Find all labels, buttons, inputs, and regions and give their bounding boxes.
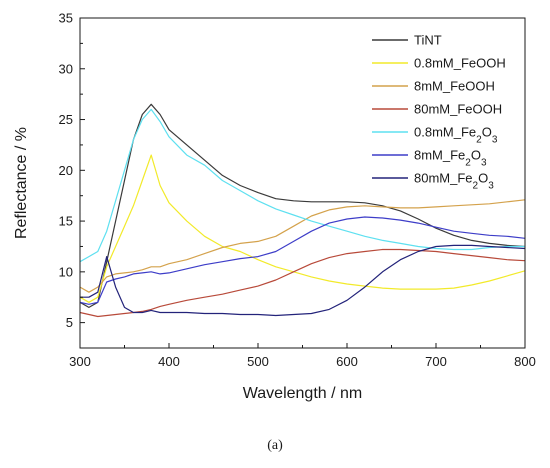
series-line-0-8mm-fe2o3 xyxy=(79,108,525,263)
y-axis-title: Reflectance / % xyxy=(13,127,30,239)
legend-label-text: 0.8mM_Fe xyxy=(414,125,476,140)
y-tick-label: 35 xyxy=(59,11,73,26)
legend-label-text: 8mM_Fe xyxy=(414,148,465,163)
y-axis: 5 10 15 20 25 30 35 xyxy=(59,11,85,330)
legend-label-0-8mm-fe2o3: 0.8mM_Fe2O3 xyxy=(414,125,498,146)
plot-area xyxy=(79,17,526,349)
panel-label: (a) xyxy=(267,438,283,453)
y-tick-label: 30 xyxy=(59,61,73,76)
series-line-tint xyxy=(79,103,526,308)
series-line-8mm-feooh xyxy=(79,199,526,293)
x-axis: 300 400 500 600 700 800 xyxy=(69,343,536,369)
x-tick-label: 300 xyxy=(69,354,91,369)
legend-label-80mm-feooh: 80mM_FeOOH xyxy=(414,102,502,117)
x-tick-label: 700 xyxy=(425,354,447,369)
legend-label-text: 8mM_FeOOH xyxy=(414,79,495,94)
x-axis-title: Wavelength / nm xyxy=(243,385,362,402)
legend-label-text: 0.8mM_FeOOH xyxy=(414,56,506,71)
legend: TiNT 0.8mM_FeOOH 8mM_FeOOH 80mM_FeOOH 0.8mM_… xyxy=(372,33,506,192)
legend-label-subscript: 3 xyxy=(492,134,498,145)
legend-label-8mm-feooh: 8mM_FeOOH xyxy=(414,79,495,94)
y-tick-label: 10 xyxy=(59,264,73,279)
legend-label-text: 80mM_FeOOH xyxy=(414,102,502,117)
series-line-0-8mm-feooh xyxy=(79,154,526,303)
series-line-80mm-fe2o3 xyxy=(80,244,526,317)
y-tick-label: 15 xyxy=(59,214,73,229)
series-line-8mm-fe2o3 xyxy=(79,216,526,305)
legend-label-0-8mm-feooh: 0.8mM_FeOOH xyxy=(414,56,506,71)
legend-label-text: O xyxy=(482,125,492,140)
legend-label-tint: TiNT xyxy=(414,33,442,48)
legend-label-subscript: 2 xyxy=(465,157,471,168)
legend-label-subscript: 2 xyxy=(473,180,479,191)
legend-label-8mm-fe2o3: 8mM_Fe2O3 xyxy=(414,148,487,169)
series-layer xyxy=(79,103,526,318)
series-line-80mm-feooh xyxy=(79,248,526,318)
x-tick-label: 600 xyxy=(336,354,358,369)
x-tick-label: 500 xyxy=(247,354,269,369)
legend-label-subscript: 2 xyxy=(476,134,482,145)
legend-label-text: TiNT xyxy=(414,33,442,48)
legend-label-text: O xyxy=(471,148,481,163)
y-tick-label: 25 xyxy=(59,112,73,127)
y-tick-label: 20 xyxy=(59,163,73,178)
legend-label-80mm-fe2o3: 80mM_Fe2O3 xyxy=(414,171,494,192)
legend-label-text: 80mM_Fe xyxy=(414,171,473,186)
legend-label-subscript: 3 xyxy=(488,180,494,191)
legend-label-subscript: 3 xyxy=(481,157,487,168)
x-tick-label: 800 xyxy=(514,354,536,369)
x-tick-label: 400 xyxy=(158,354,180,369)
y-tick-label: 5 xyxy=(66,315,73,330)
legend-label-text: O xyxy=(478,171,488,186)
